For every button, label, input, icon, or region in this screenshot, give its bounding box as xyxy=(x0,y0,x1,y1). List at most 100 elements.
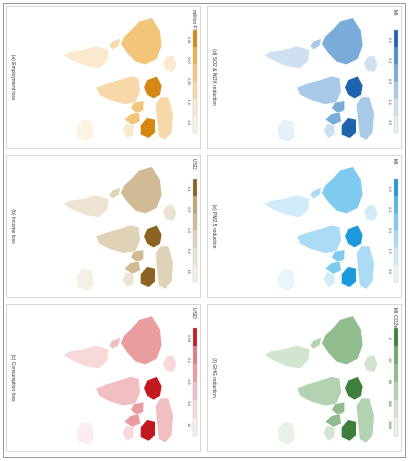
panel-label: (c) Consumption loss xyxy=(10,355,16,402)
region-north-america xyxy=(321,166,364,215)
legend-unit: USD xyxy=(191,308,197,319)
legend-swatch xyxy=(193,30,197,48)
region-middle-east xyxy=(331,100,346,115)
map xyxy=(62,315,178,446)
legend-tick: 0.25 xyxy=(187,78,191,85)
region-north-america xyxy=(120,17,163,66)
region-central-america xyxy=(309,37,323,51)
legend-bar-outline xyxy=(192,327,198,437)
legend-swatch xyxy=(394,115,398,134)
region-south-america xyxy=(62,45,110,69)
map xyxy=(263,17,379,143)
region-oceania xyxy=(75,119,95,143)
legend-swatch xyxy=(193,247,197,266)
legend-swatch xyxy=(394,98,398,117)
legend-bar-outline xyxy=(393,327,399,437)
region-europe xyxy=(143,376,163,401)
panel-label: (e) PM2.5 reduction xyxy=(211,205,217,249)
legend-unit: Mt CO2e xyxy=(392,308,398,328)
region-africa xyxy=(296,376,342,407)
region-south-asia xyxy=(123,111,141,126)
legend-tick: 20 xyxy=(388,358,392,362)
legend-swatch xyxy=(193,364,197,383)
legend-tick: 0 xyxy=(388,338,392,340)
legend-swatch xyxy=(394,179,398,197)
region-greenland xyxy=(162,354,178,373)
region-middle-east xyxy=(331,401,346,417)
figure-frame xyxy=(3,3,406,458)
region-southeast-asia xyxy=(121,122,135,139)
legend-unit: Mt xyxy=(392,159,398,165)
region-east-asia xyxy=(341,419,357,442)
legend-swatch xyxy=(394,47,398,65)
legend-swatch xyxy=(193,115,197,134)
region-north-america xyxy=(120,166,163,215)
legend-tick: 300 xyxy=(388,401,392,407)
region-south-asia xyxy=(324,413,342,428)
region-southeast-asia xyxy=(121,425,135,442)
region-oceania xyxy=(75,421,95,446)
rotated-content: Mt 0.0 0.1 0.3 1.0 3.0 (e) PM2.5 reduction xyxy=(211,159,399,292)
region-south-asia xyxy=(324,260,342,275)
legend-bar-outline xyxy=(192,29,198,134)
legend-tick: 0.5 xyxy=(187,207,191,212)
legend-swatch xyxy=(394,230,398,248)
panel-label: (d) SO2 & NOX reduction xyxy=(211,49,217,106)
region-east-asia xyxy=(140,117,156,139)
region-oceania xyxy=(276,268,296,292)
legend-tick: 1.0 xyxy=(388,100,392,105)
legend-swatch xyxy=(193,328,197,347)
legend-swatch xyxy=(193,81,197,99)
legend-unit: million FTE xyxy=(191,10,197,36)
region-greenland xyxy=(162,54,178,73)
region-south-america xyxy=(263,344,311,370)
rotated-content: USD 0.05 0.2 0.8 3.0 12 (c) Consumption loss xyxy=(10,308,198,446)
legend-swatch xyxy=(193,382,197,401)
panel-f: Mt CO2e 0 20 80 300 1000 (f) GHG reduction xyxy=(207,304,402,452)
legend-swatch xyxy=(394,64,398,82)
region-northern-asia xyxy=(154,397,174,444)
region-greenland xyxy=(162,203,178,222)
legend-swatch xyxy=(193,64,197,82)
region-southeast-asia xyxy=(322,122,336,139)
legend-swatch xyxy=(193,196,197,214)
map xyxy=(263,166,379,292)
panel-b: Mt 0.0 0.1 0.3 1.0 3.0 (d) SO2 & NOX reduction xyxy=(207,6,402,149)
legend-swatch xyxy=(394,196,398,214)
panel-e: USD 0.05 0.2 0.8 3.0 12 (c) Consumption loss xyxy=(6,304,201,452)
legend-swatch xyxy=(193,213,197,231)
region-south-america xyxy=(62,194,110,218)
legend-tick: 1.0 xyxy=(187,100,191,105)
legend-swatch xyxy=(394,418,398,437)
region-central-america xyxy=(309,336,323,350)
legend-swatch xyxy=(394,364,398,383)
legend-tick: 0.1 xyxy=(388,207,392,212)
legend-swatch xyxy=(394,328,398,347)
region-northern-asia xyxy=(355,397,375,444)
legend-tick: 0.2 xyxy=(187,358,191,363)
region-oceania xyxy=(75,268,95,292)
legend-tick: 80 xyxy=(388,380,392,384)
legend-tick: 0.0 xyxy=(388,187,392,192)
region-east-asia xyxy=(140,419,156,442)
region-middle-east xyxy=(130,401,145,417)
legend-tick: 15 xyxy=(187,270,191,274)
region-southeast-asia xyxy=(322,271,336,288)
map xyxy=(62,166,178,292)
legend-tick: 1.0 xyxy=(388,249,392,254)
region-east-asia xyxy=(341,117,357,139)
legend-swatch xyxy=(193,346,197,365)
legend-swatch xyxy=(394,346,398,365)
region-africa xyxy=(95,376,141,407)
region-central-america xyxy=(108,37,122,51)
legend-tick: 3.0 xyxy=(388,269,392,274)
legend-swatch xyxy=(193,400,197,419)
legend-tick: 12 xyxy=(187,423,191,427)
legend-tick: 3.0 xyxy=(388,120,392,125)
region-northern-asia xyxy=(355,96,375,141)
region-north-america xyxy=(321,315,364,366)
legend-tick: 1.5 xyxy=(187,228,191,233)
region-europe xyxy=(344,376,364,401)
region-europe xyxy=(143,224,163,249)
